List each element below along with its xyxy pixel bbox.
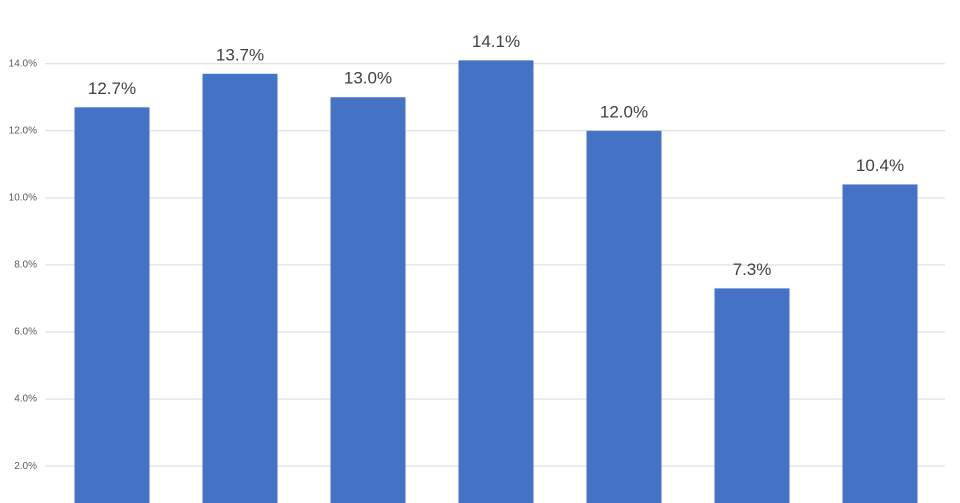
bar: [842, 184, 918, 503]
bar: [586, 130, 662, 503]
bar: [74, 107, 150, 503]
data-label: 12.0%: [600, 102, 648, 121]
bar: [202, 73, 278, 503]
y-tick-label: 6.0%: [14, 327, 37, 338]
y-tick-label: 10.0%: [9, 192, 37, 203]
y-tick-label: 2.0%: [14, 461, 37, 472]
data-label: 13.7%: [216, 45, 264, 64]
data-label: 10.4%: [856, 156, 904, 175]
bar: [714, 288, 790, 503]
data-label: 14.1%: [472, 32, 520, 51]
y-tick-label: 14.0%: [9, 58, 37, 69]
data-label: 12.7%: [88, 79, 136, 98]
y-tick-label: 12.0%: [9, 125, 37, 136]
y-tick-label: 4.0%: [14, 394, 37, 405]
bar: [458, 60, 534, 503]
bar: [330, 97, 406, 503]
data-label: 7.3%: [733, 260, 772, 279]
data-label: 13.0%: [344, 69, 392, 88]
y-tick-label: 8.0%: [14, 260, 37, 271]
